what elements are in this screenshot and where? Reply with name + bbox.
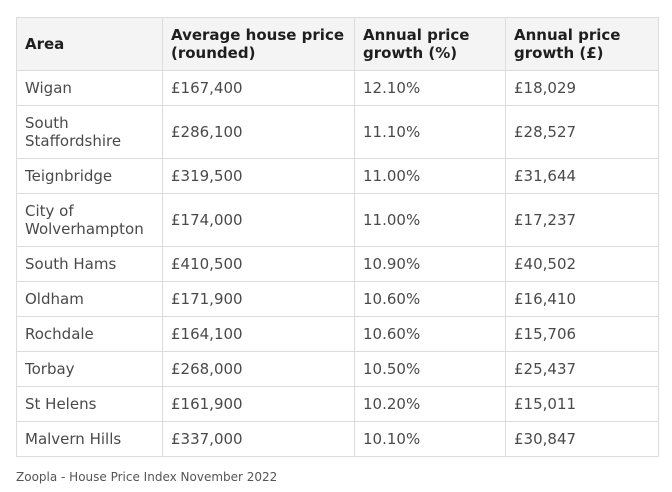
cell-area: South Hams — [16, 246, 163, 282]
cell-growth-pounds: £30,847 — [505, 421, 659, 457]
table-row: South Hams £410,500 10.90% £40,502 — [16, 246, 659, 282]
table-row: South Staffordshire £286,100 11.10% £28,… — [16, 105, 659, 159]
table-row: City of Wolverhampton £174,000 11.00% £1… — [16, 193, 659, 247]
cell-average-price: £319,500 — [162, 158, 355, 194]
cell-growth-pounds: £18,029 — [505, 70, 659, 106]
cell-average-price: £161,900 — [162, 386, 355, 422]
table-header-row: Area Average house price (rounded) Annua… — [16, 17, 659, 71]
cell-area: Wigan — [16, 70, 163, 106]
table-row: Rochdale £164,100 10.60% £15,706 — [16, 316, 659, 352]
header-growth-percent: Annual price growth (%) — [354, 17, 506, 71]
header-growth-pounds: Annual price growth (£) — [505, 17, 659, 71]
cell-area: Oldham — [16, 281, 163, 317]
table-row: Wigan £167,400 12.10% £18,029 — [16, 70, 659, 106]
cell-growth-percent: 10.90% — [354, 246, 506, 282]
cell-growth-pounds: £31,644 — [505, 158, 659, 194]
header-average-price: Average house price (rounded) — [162, 17, 355, 71]
cell-average-price: £410,500 — [162, 246, 355, 282]
table-row: Teignbridge £319,500 11.00% £31,644 — [16, 158, 659, 194]
house-price-table: Area Average house price (rounded) Annua… — [16, 17, 659, 457]
cell-growth-pounds: £17,237 — [505, 193, 659, 247]
cell-area: Torbay — [16, 351, 163, 387]
cell-average-price: £164,100 — [162, 316, 355, 352]
cell-growth-pounds: £16,410 — [505, 281, 659, 317]
cell-growth-percent: 10.60% — [354, 316, 506, 352]
cell-growth-percent: 10.20% — [354, 386, 506, 422]
cell-growth-pounds: £15,011 — [505, 386, 659, 422]
cell-average-price: £171,900 — [162, 281, 355, 317]
table-row: Oldham £171,900 10.60% £16,410 — [16, 281, 659, 317]
cell-growth-percent: 10.50% — [354, 351, 506, 387]
cell-average-price: £337,000 — [162, 421, 355, 457]
cell-average-price: £167,400 — [162, 70, 355, 106]
table-row: St Helens £161,900 10.20% £15,011 — [16, 386, 659, 422]
cell-area: City of Wolverhampton — [16, 193, 163, 247]
cell-average-price: £268,000 — [162, 351, 355, 387]
cell-growth-pounds: £28,527 — [505, 105, 659, 159]
cell-growth-percent: 11.00% — [354, 193, 506, 247]
cell-area: South Staffordshire — [16, 105, 163, 159]
cell-growth-pounds: £25,437 — [505, 351, 659, 387]
cell-growth-percent: 12.10% — [354, 70, 506, 106]
cell-growth-percent: 10.10% — [354, 421, 506, 457]
cell-growth-percent: 11.10% — [354, 105, 506, 159]
cell-area: Teignbridge — [16, 158, 163, 194]
cell-growth-pounds: £15,706 — [505, 316, 659, 352]
header-area: Area — [16, 17, 163, 71]
cell-average-price: £286,100 — [162, 105, 355, 159]
table-row: Malvern Hills £337,000 10.10% £30,847 — [16, 421, 659, 457]
table-row: Torbay £268,000 10.50% £25,437 — [16, 351, 659, 387]
cell-average-price: £174,000 — [162, 193, 355, 247]
cell-area: St Helens — [16, 386, 163, 422]
cell-area: Malvern Hills — [16, 421, 163, 457]
cell-growth-percent: 11.00% — [354, 158, 506, 194]
cell-area: Rochdale — [16, 316, 163, 352]
cell-growth-pounds: £40,502 — [505, 246, 659, 282]
source-note: Zoopla - House Price Index November 2022 — [16, 470, 278, 484]
cell-growth-percent: 10.60% — [354, 281, 506, 317]
